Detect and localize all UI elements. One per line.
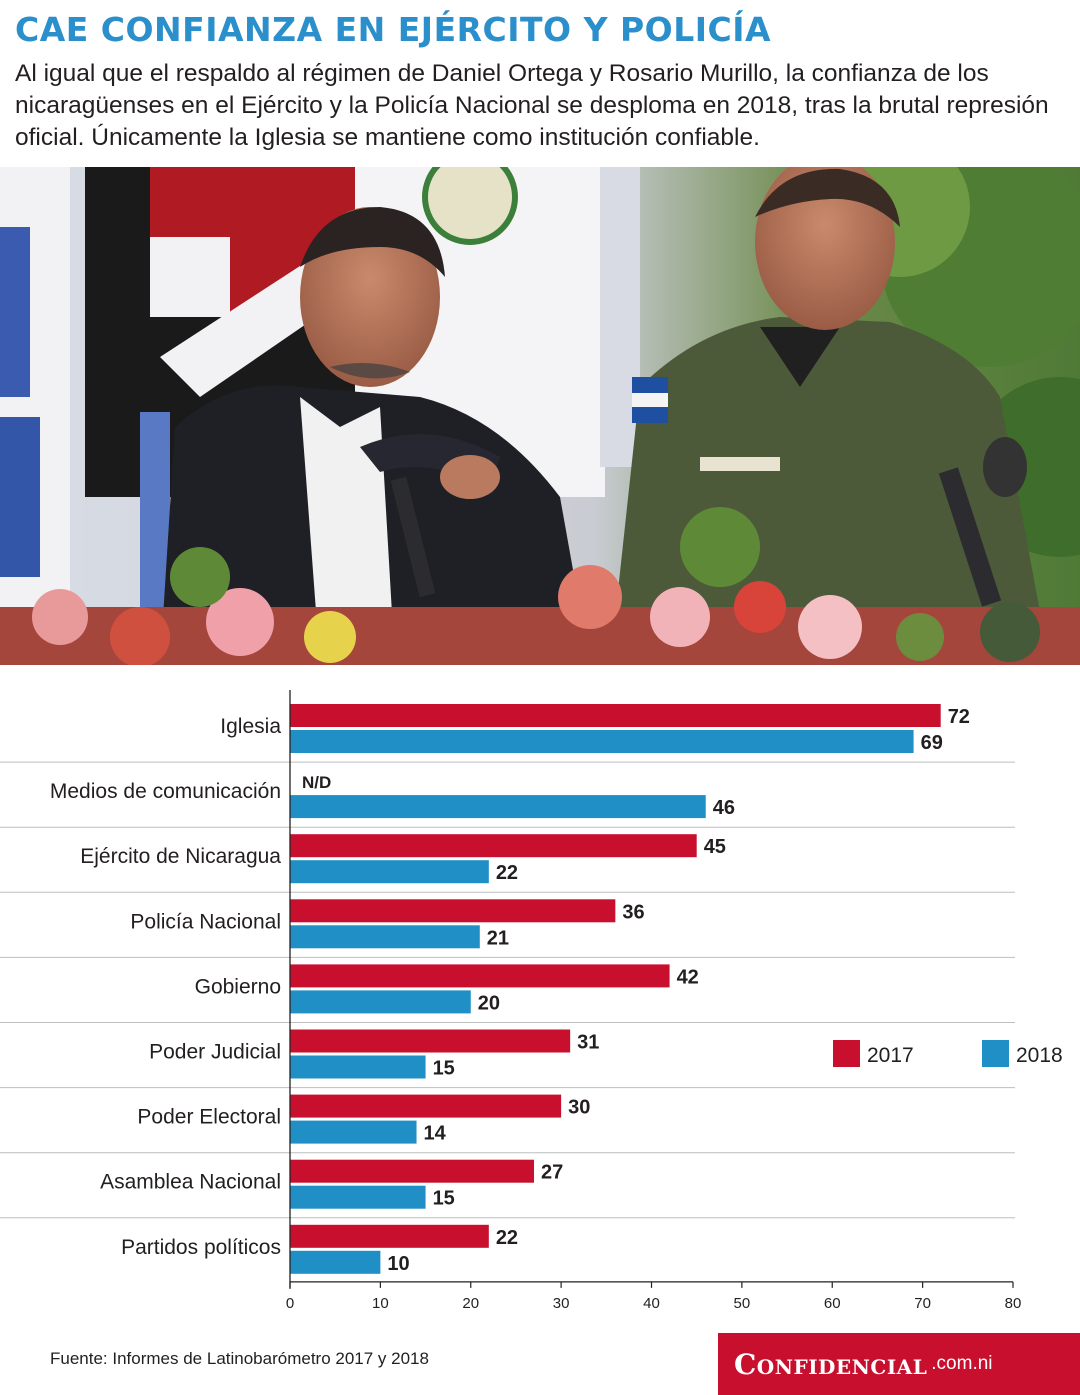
x-tick-label: 70 (914, 1295, 931, 1312)
bar-2017 (290, 834, 697, 858)
value-label: 36 (622, 901, 644, 923)
x-tick-label: 80 (1005, 1295, 1022, 1312)
x-tick-label: 20 (462, 1295, 479, 1312)
bar-2017 (290, 1029, 571, 1053)
bar-2018 (290, 1250, 381, 1274)
value-label: 42 (677, 966, 699, 988)
missing-value-label: N/D (302, 773, 331, 792)
x-tick-label: 10 (372, 1295, 389, 1312)
category-label: Ejército de Nicaragua (80, 845, 281, 868)
x-tick-label: 50 (734, 1295, 751, 1312)
legend-swatch-2017 (833, 1040, 860, 1067)
bar-2018 (290, 1055, 426, 1079)
value-label: 69 (921, 732, 943, 754)
brand-name: Confidencial (734, 1347, 928, 1381)
bar-2018 (290, 1185, 426, 1209)
category-label: Partidos políticos (121, 1236, 281, 1259)
category-label: Poder Judicial (149, 1041, 281, 1064)
x-tick-label: 40 (643, 1295, 660, 1312)
legend-swatch-2018 (982, 1040, 1009, 1067)
bar-2017 (290, 704, 941, 727)
brand-domain: .com.ni (931, 1353, 993, 1374)
category-label: Medios de comunicación (50, 780, 281, 803)
value-label: 27 (541, 1162, 563, 1184)
category-label: Policía Nacional (130, 910, 281, 933)
value-label: 22 (496, 862, 518, 884)
category-label: Poder Electoral (137, 1106, 281, 1129)
bar-2018 (290, 795, 706, 819)
value-label: 21 (487, 927, 509, 949)
x-tick-label: 0 (286, 1295, 294, 1312)
bar-2017 (290, 1159, 535, 1183)
bar-2017 (290, 899, 616, 923)
value-label: 20 (478, 992, 500, 1014)
value-label: 31 (577, 1032, 599, 1054)
value-label: 22 (496, 1227, 518, 1249)
legend-label: 2018 (1016, 1044, 1063, 1067)
intro-text: Al igual que el respaldo al régimen de D… (15, 60, 1049, 151)
value-label: 45 (704, 836, 726, 858)
bar-2017 (290, 964, 670, 988)
value-label: 15 (433, 1058, 455, 1080)
category-label: Asamblea Nacional (100, 1171, 281, 1194)
press-conference-photo (0, 167, 1080, 665)
value-label: 10 (387, 1253, 409, 1275)
source-note: Fuente: Informes de Latinobarómetro 2017… (50, 1349, 429, 1368)
brand-logo: Confidencial .com.ni (718, 1333, 1080, 1395)
bar-2018 (290, 860, 489, 884)
bar-2018 (290, 1120, 417, 1144)
bar-2018 (290, 730, 914, 753)
value-label: 14 (424, 1123, 447, 1145)
value-label: 46 (713, 797, 735, 819)
category-label: Gobierno (195, 975, 281, 998)
bar-2018 (290, 925, 480, 949)
bar-2017 (290, 1224, 489, 1248)
category-label: Iglesia (220, 715, 281, 738)
legend-label: 2017 (867, 1044, 914, 1067)
headline: CAE CONFIANZA EN EJÉRCITO Y POLICÍA (15, 10, 772, 49)
bar-2018 (290, 990, 471, 1014)
value-label: 15 (433, 1188, 455, 1210)
x-tick-label: 30 (553, 1295, 570, 1312)
value-label: 30 (568, 1097, 590, 1119)
bar-2017 (290, 1094, 562, 1118)
value-label: 72 (948, 706, 970, 728)
x-tick-label: 60 (824, 1295, 841, 1312)
